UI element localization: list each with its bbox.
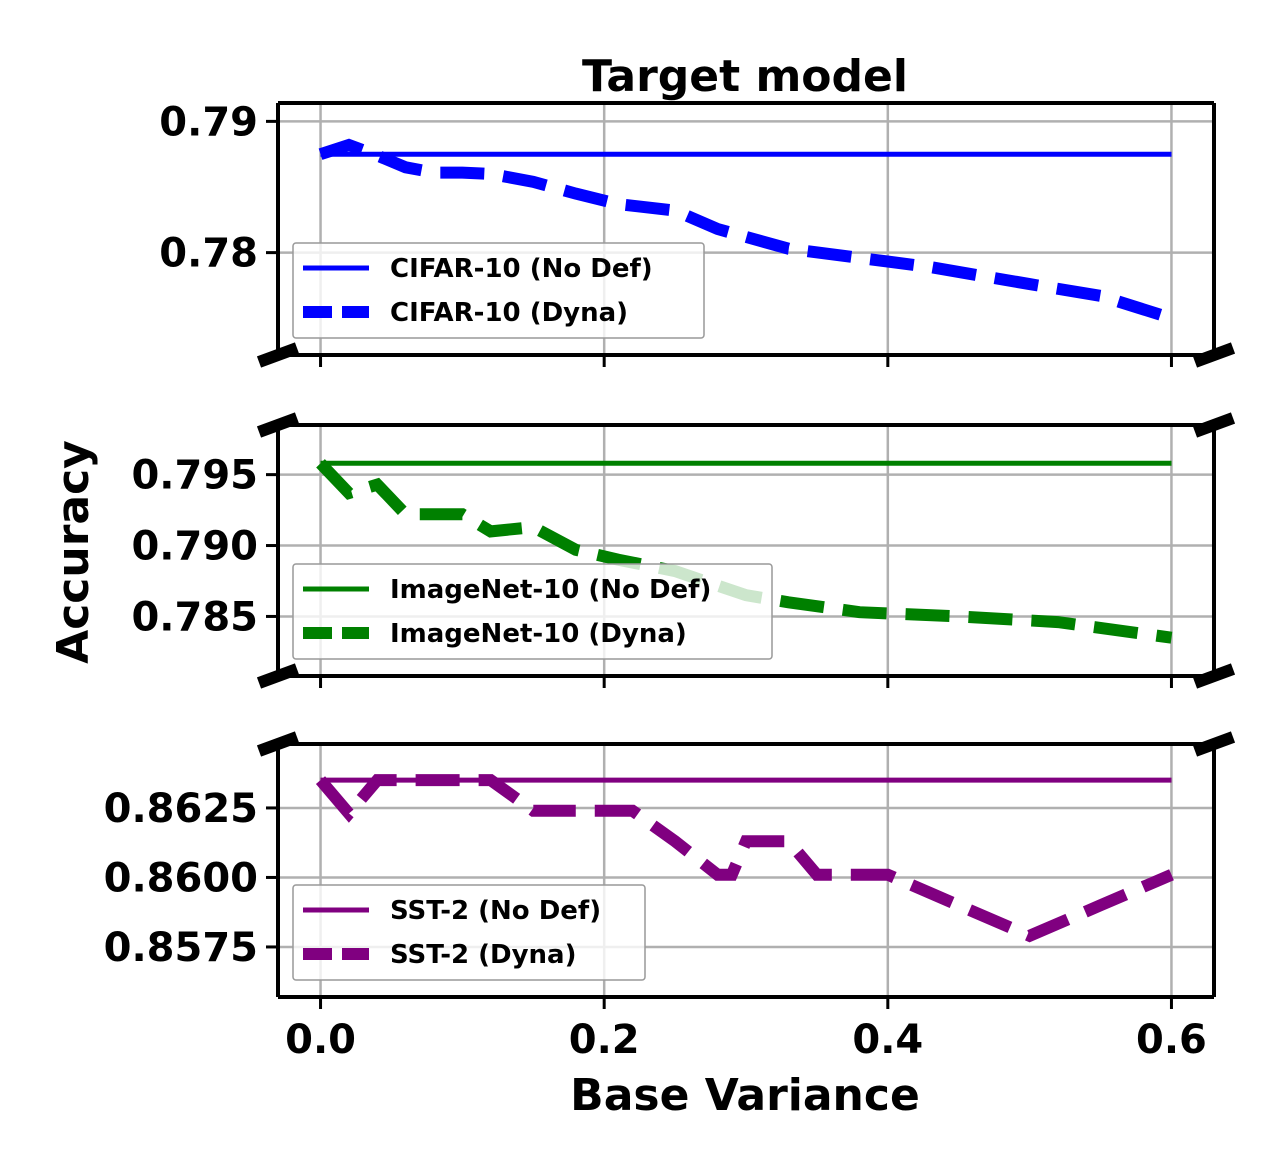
panel-1: 0.78 0.79 CIFAR-10 (No Def) CIFAR-10 (Dyna) [159,99,1236,368]
legend-label: CIFAR-10 (No Def) [390,254,653,284]
y-tick-label: 0.8575 [104,925,258,971]
axis-break-mark [1192,663,1236,689]
x-tick-label: 0.0 [285,1017,356,1063]
panel-2: 0.785 0.790 0.795 ImageNet-10 (No Def) Image… [131,412,1236,689]
y-tick-label: 0.8600 [104,855,258,901]
y-tick-label: 0.795 [131,453,258,499]
chart-title: Target model [582,51,908,102]
legend-label: CIFAR-10 (Dyna) [390,298,628,328]
x-axis-title: Base Variance [570,1070,920,1121]
axis-break-mark [1192,731,1236,757]
legend-box [292,884,646,981]
legend-label: ImageNet-10 (Dyna) [390,619,687,649]
legend-label: SST-2 (No Def) [390,896,601,926]
y-tick-label: 0.78 [159,231,258,277]
panel-3: 0.8575 0.8600 0.8625 SST-2 (No Def) SST-2 (D… [104,731,1236,1009]
legend-box [292,563,773,660]
axis-break-mark [1192,412,1236,438]
y-axis-title: Accuracy [48,440,99,664]
y-tick-label: 0.790 [131,524,258,570]
series-line-dyna [315,774,1174,943]
x-tick-label: 0.2 [569,1017,640,1063]
y-tick-label: 0.79 [159,99,258,145]
series-line-dyna [318,138,1174,324]
axis-break-mark [1192,342,1236,368]
series-line-dyna [316,459,1173,644]
legend-label: ImageNet-10 (No Def) [390,575,711,605]
x-tick-label: 0.4 [852,1017,923,1063]
axis-break-mark [256,663,300,689]
y-tick-label: 0.8625 [104,786,258,832]
legend-box [292,242,705,339]
axis-break-mark [256,412,300,438]
x-tick-label: 0.6 [1136,1017,1207,1063]
axis-break-mark [256,342,300,368]
legend-label: SST-2 (Dyna) [390,940,576,970]
y-tick-label: 0.785 [131,594,258,640]
axis-break-mark [256,731,300,757]
